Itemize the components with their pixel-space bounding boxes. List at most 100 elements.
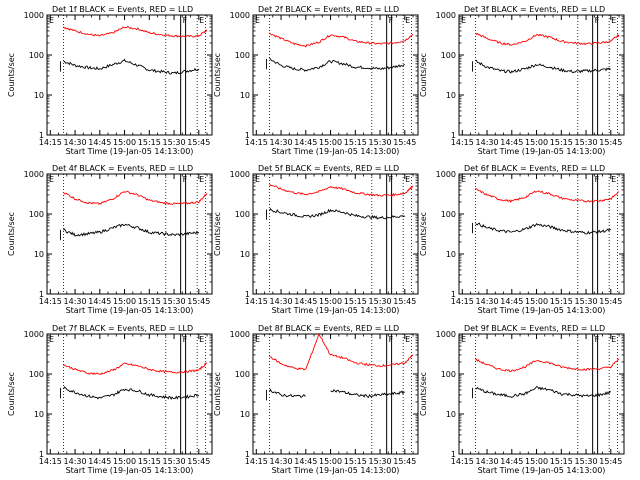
interval-flag-label: E [255,175,260,184]
interval-flag-label: E [461,335,466,344]
y-tick-label: 10 [446,91,456,100]
detector-panel-7: Det 7f BLACK = Events, RED = LLD 1 10 100 10… [7,324,213,475]
plot-frame [252,333,419,455]
detector-panel-1: Det 1f BLACK = Events, RED = LLD 1 10 100 10… [7,5,213,156]
x-tick-label: 14:45 [88,457,111,466]
y-tick-label: 1 [39,450,44,459]
detector-panel-8: Det 8f BLACK = Events, RED = LLD 1 10 100 10… [213,324,419,475]
lld-series-line [269,32,414,48]
x-tick-label: 15:30 [163,297,186,306]
x-axis-label: Start Time (19-Jan-05 14:13:00) [66,466,194,475]
x-tick-label: 15:30 [575,138,598,147]
y-tick-label: 1 [451,450,456,459]
detector-panel-9: Det 9f BLACK = Events, RED = LLD 1 10 100 10… [419,324,625,475]
detector-panel-3: Det 3f BLACK = Events, RED = LLD 1 10 100 10… [419,5,625,156]
y-tick-label: 1000 [24,170,44,179]
y-axis-label: Counts/sec [213,212,222,256]
interval-flag-label: F [183,335,188,344]
y-tick-label: 1 [451,131,456,140]
panel-title: Det 9f BLACK = Events, RED = LLD [464,324,605,333]
lld-series-line [63,362,208,375]
y-tick-label: 100 [235,210,250,219]
panel-title: Det 8f BLACK = Events, RED = LLD [258,324,399,333]
detector-panel-6: Det 6f BLACK = Events, RED = LLD 1 10 100 10… [419,164,625,315]
x-tick-label: 15:15 [344,457,367,466]
x-axis-label: Start Time (19-Jan-05 14:13:00) [272,306,400,315]
interval-flag-label: E [405,335,410,344]
interval-flag-label: E [199,335,204,344]
y-tick-label: 100 [29,370,44,379]
y-axis-label: Counts/sec [419,372,428,416]
events-series-line [63,58,200,75]
x-tick-label: 15:15 [138,297,161,306]
plot-frame [252,173,419,295]
y-tick-label: 1000 [230,11,250,20]
y-tick-label: 1000 [24,11,44,20]
x-tick-label: 14:15 [245,138,268,147]
panel-title: Det 3f BLACK = Events, RED = LLD [464,5,605,14]
x-tick-label: 14:45 [500,138,523,147]
plot-frame [458,14,625,136]
y-tick-label: 100 [29,210,44,219]
x-tick-label: 15:45 [393,457,416,466]
x-tick-label: 15:45 [187,297,210,306]
lld-series-line [269,183,414,197]
y-tick-label: 1000 [230,170,250,179]
x-tick-label: 14:30 [64,297,87,306]
x-tick-label: 14:45 [500,457,523,466]
x-tick-label: 14:15 [39,138,62,147]
x-tick-label: 15:00 [319,138,342,147]
interval-flag-label: E [405,175,410,184]
x-tick-label: 15:00 [525,297,548,306]
x-tick-label: 14:15 [39,297,62,306]
x-tick-label: 15:15 [550,457,573,466]
x-tick-label: 15:15 [344,138,367,147]
plot-frame [458,173,625,295]
x-tick-label: 15:45 [393,138,416,147]
y-tick-label: 10 [240,250,250,259]
x-tick-label: 15:30 [369,297,392,306]
x-tick-label: 14:30 [270,457,293,466]
interval-flag-label: E [199,175,204,184]
plot-frame [46,14,213,136]
interval-flag-label: F [183,16,188,25]
x-tick-label: 15:45 [599,138,622,147]
x-tick-label: 15:00 [525,138,548,147]
x-tick-label: 15:30 [163,138,186,147]
interval-flag-label: F [183,175,188,184]
y-axis-label: Counts/sec [419,212,428,256]
x-tick-label: 15:00 [319,457,342,466]
interval-flag-label: E [49,16,54,25]
y-tick-label: 1 [245,450,250,459]
x-tick-label: 14:45 [294,138,317,147]
y-tick-label: 100 [441,210,456,219]
y-axis-label: Counts/sec [213,53,222,97]
interval-flag-label: E [611,16,616,25]
x-tick-label: 14:30 [476,297,499,306]
x-tick-label: 14:45 [88,297,111,306]
x-axis-label: Start Time (19-Jan-05 14:13:00) [478,306,606,315]
y-tick-label: 10 [240,91,250,100]
events-series-line [63,386,200,400]
interval-flag-label: F [389,16,394,25]
y-tick-label: 1 [451,290,456,299]
x-tick-label: 15:30 [575,297,598,306]
interval-flag-label: E [255,16,260,25]
y-tick-label: 1 [39,131,44,140]
events-series-line [269,388,306,399]
y-axis-label: Counts/sec [7,212,16,256]
x-tick-label: 15:45 [187,457,210,466]
y-tick-label: 10 [446,410,456,419]
events-series-line [475,222,612,235]
y-tick-label: 10 [34,410,44,419]
x-tick-label: 14:45 [294,297,317,306]
plot-frame [458,333,625,455]
x-tick-label: 14:15 [245,457,268,466]
panel-title: Det 6f BLACK = Events, RED = LLD [464,164,605,173]
plot-frame [46,173,213,295]
x-tick-label: 14:30 [476,457,499,466]
x-tick-label: 15:15 [550,297,573,306]
x-tick-label: 15:30 [369,138,392,147]
interval-flag-label: E [461,16,466,25]
